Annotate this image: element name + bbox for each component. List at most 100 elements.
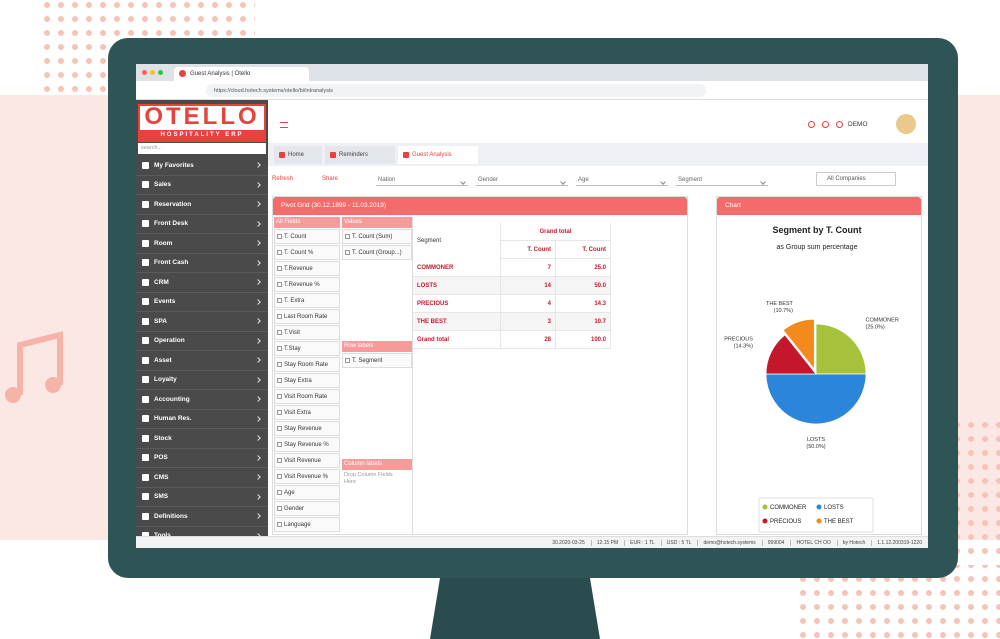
value-label: T. Count (Sum) [352,233,393,240]
field-label: Last Room Rate [284,313,328,320]
field-item[interactable]: Last Room Rate [274,309,340,324]
status-item: 12:15 PM [590,539,618,546]
table-column-header: T. Count [556,241,611,259]
menu-item[interactable]: My Favorites [136,156,268,176]
menu-item[interactable]: Reservation [136,195,268,215]
tab[interactable]: Reminders [325,146,395,164]
menu-item[interactable]: Definitions [136,507,268,527]
menu-label: SPA [154,317,167,325]
field-item[interactable]: T. Count [274,229,340,244]
menu-chevron [255,220,261,227]
menu-chevron [255,435,261,442]
filter-select[interactable]: Age [576,174,668,186]
checkbox [277,458,282,463]
toolbar-icon[interactable] [822,121,829,128]
menu-icon [142,161,149,169]
field-item[interactable]: T. Count % [274,245,340,260]
menu-icon [142,259,149,267]
field-item[interactable]: Language [274,517,340,532]
tab[interactable]: Home [274,146,322,164]
menu-item[interactable]: SMS [136,488,268,507]
menu-item[interactable]: Sales [136,176,268,195]
menu-item[interactable]: SPA [136,312,268,332]
value-item[interactable]: T. Count (Sum) [342,229,412,244]
menu-item[interactable]: Events [136,293,268,312]
menu-icon [142,493,149,501]
menu-icon [142,454,149,462]
table-cell: 10.7 [556,313,611,331]
field-item[interactable]: T. Extra [274,293,340,308]
legend-label: THE BEST [824,519,854,525]
menu-icon [142,434,149,442]
field-item[interactable]: T.Visit [274,325,340,340]
field-item[interactable]: Stay Revenue [274,421,340,436]
legend-label: COMMONER [770,505,807,511]
slice-label: PRECIOUS [724,337,753,343]
menu-item[interactable]: Stock [136,429,268,449]
slice-value-label: (25.0%) [865,325,884,331]
menu-chevron [255,279,261,286]
dot-pattern [950,420,1000,560]
menu-item[interactable]: Front Desk [136,215,268,234]
menu-label: Operation [154,337,185,345]
checkbox [277,506,282,511]
window-button [150,70,155,75]
checkbox [277,378,282,383]
checkbox [277,314,282,319]
menu-item[interactable]: Accounting [136,390,268,410]
menu-item[interactable]: CRM [136,273,268,293]
field-item[interactable]: Visit Revenue % [274,469,340,484]
filter-select[interactable]: Nation [376,174,468,186]
filter-select[interactable]: Segment [676,174,768,186]
sidebar-search[interactable]: search... [138,143,266,154]
menu-item[interactable]: Asset [136,351,268,371]
menu-item[interactable]: Room [136,234,268,254]
menu-item[interactable]: Human Res. [136,410,268,429]
field-item[interactable]: Stay Revenue % [274,437,340,452]
browser-tab[interactable]: Guest Analysis | Otello [174,67,309,81]
companies-select[interactable]: All Companies [816,172,896,186]
url[interactable]: https://cloud.hotech.systems/otello/bi/i… [206,84,706,97]
field-item[interactable]: Visit Room Rate [274,389,340,404]
pie-chart: Segment by T. Count as Group sum percenta… [724,225,899,533]
field-item[interactable]: Age [274,485,340,500]
menu-item[interactable]: Front Cash [136,254,268,273]
checkbox [277,426,282,431]
menu-item[interactable]: Loyalty [136,371,268,390]
field-item[interactable]: Stay Extra [274,373,340,388]
menu-item[interactable]: POS [136,449,268,468]
field-label: Visit Room Rate [284,393,328,400]
checkbox [277,490,282,495]
toolbar-icon[interactable] [808,121,815,128]
user-name[interactable]: DEMO [848,121,868,128]
menu-chevron [255,396,261,403]
row-label: T. Segment [352,357,383,364]
menu-icon [142,376,149,384]
field-item[interactable]: T.Revenue [274,261,340,276]
row-item[interactable]: T. Segment [342,353,412,368]
menu-item[interactable]: CMS [136,468,268,488]
refresh-button[interactable]: Refresh [272,176,294,182]
field-item[interactable]: Gender [274,501,340,516]
field-item[interactable]: Visit Extra [274,405,340,420]
menu-chevron [255,493,261,500]
field-item[interactable]: Stay Room Rate [274,357,340,372]
field-label: T. Count % [284,249,314,256]
menu-icon [142,239,149,247]
field-item[interactable]: Visit Revenue [274,453,340,468]
legend-marker [762,504,768,510]
tab[interactable]: Guest Analysis [398,146,478,164]
logo-tagline: HOSPITALITY ERP [140,130,264,140]
avatar[interactable] [896,114,916,134]
field-label: Gender [284,505,305,512]
pie-slice [815,323,867,375]
share-button[interactable]: Share [322,176,339,182]
hamburger[interactable] [280,122,288,128]
toolbar-icon[interactable] [836,121,843,128]
value-item[interactable]: T. Count (Group...) [342,245,412,260]
menu-item[interactable]: Operation [136,332,268,351]
columns-header: Column labels [342,459,412,470]
field-item[interactable]: T.Stay [274,341,340,356]
filter-select[interactable]: Gender [476,174,568,186]
field-item[interactable]: T.Revenue % [274,277,340,292]
